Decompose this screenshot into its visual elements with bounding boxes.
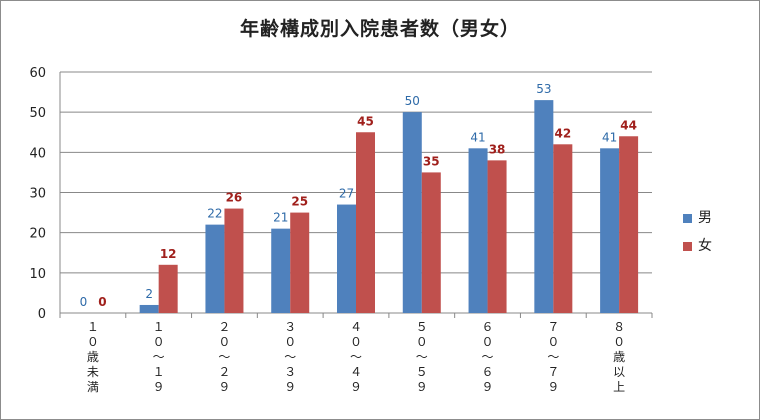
data-label-female: 45 xyxy=(357,114,374,128)
x-tick-label: ３０～３９ xyxy=(284,320,296,394)
data-label-male: 2 xyxy=(145,287,153,301)
bar-male xyxy=(205,224,225,313)
data-label-female: 35 xyxy=(423,154,440,168)
y-tick-label: 10 xyxy=(29,267,46,282)
bar-female xyxy=(158,264,178,313)
bar-male xyxy=(271,228,291,313)
data-label-male: 41 xyxy=(470,130,485,144)
legend-swatch-male xyxy=(683,213,692,223)
x-tick-label: ４０～４９ xyxy=(350,320,362,394)
data-label-female: 12 xyxy=(160,247,177,261)
bar-female xyxy=(619,136,639,313)
x-tick-label: １０～１９ xyxy=(153,320,165,394)
data-label-female: 38 xyxy=(489,142,506,156)
y-tick-label: 30 xyxy=(29,187,46,202)
bar-female xyxy=(224,208,244,313)
x-tick-label: ８０歳以上 xyxy=(613,320,625,394)
bar-male xyxy=(139,304,159,313)
legend-item-male: 男 xyxy=(683,207,712,227)
data-label-male: 0 xyxy=(80,295,88,309)
x-tick-label: ２０～２９ xyxy=(218,320,230,394)
legend-item-female: 女 xyxy=(683,235,712,255)
x-tick-label: ７０～７９ xyxy=(547,320,559,394)
bar-female xyxy=(421,172,441,313)
x-tick-label: ５０～５９ xyxy=(416,320,428,394)
bar-male xyxy=(534,100,554,313)
bar-male xyxy=(337,204,356,313)
y-tick-label: 50 xyxy=(29,106,46,121)
bar-female xyxy=(290,212,310,313)
y-tick-label: 40 xyxy=(29,146,46,161)
y-tick-label: 0 xyxy=(38,307,46,322)
bar-female xyxy=(487,160,507,313)
legend-label-male: 男 xyxy=(698,210,712,226)
data-label-female: 42 xyxy=(554,126,571,140)
y-tick-label: 20 xyxy=(29,227,46,242)
data-label-male: 21 xyxy=(273,211,288,225)
data-label-female: 25 xyxy=(291,195,308,209)
data-label-female: 44 xyxy=(620,118,637,132)
data-label-male: 50 xyxy=(405,94,420,108)
chart-title: 年齢構成別入院患者数（男女） xyxy=(239,18,520,40)
bar-female xyxy=(553,144,573,313)
data-label-female: 0 xyxy=(98,295,106,309)
legend-swatch-female xyxy=(683,241,692,251)
bar-female xyxy=(356,132,375,313)
bar-male xyxy=(468,148,488,313)
data-label-female: 26 xyxy=(226,191,243,205)
legend-label-female: 女 xyxy=(698,238,712,254)
data-label-male: 22 xyxy=(207,207,222,221)
data-label-male: 41 xyxy=(602,130,617,144)
data-label-male: 53 xyxy=(536,82,551,96)
bar-male xyxy=(402,112,422,314)
y-tick-label: 60 xyxy=(29,66,46,81)
x-tick-label: １０歳未満 xyxy=(87,320,99,394)
data-label-male: 27 xyxy=(339,187,354,201)
x-tick-label: ６０～６９ xyxy=(482,320,494,394)
bar-male xyxy=(600,148,620,313)
